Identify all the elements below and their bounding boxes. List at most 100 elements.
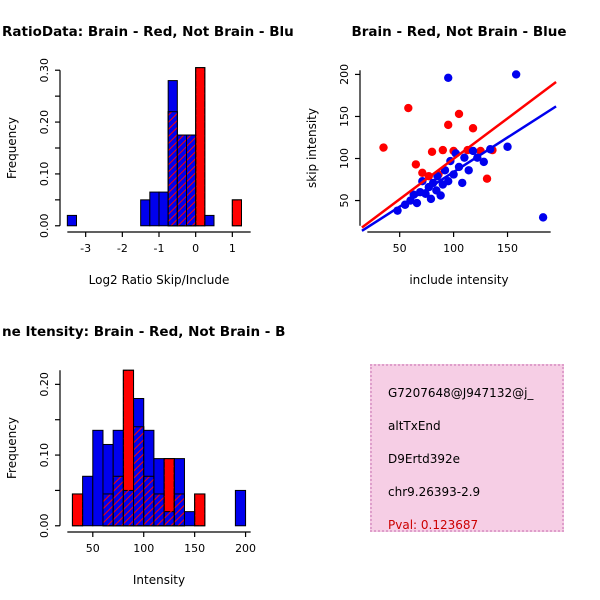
intensity-scatter-title: Brain - Red, Not Brain - Blue [351, 24, 566, 40]
data-point [454, 109, 464, 119]
y-tick-label: 200 [338, 64, 351, 85]
gene-name-text: D9Ertd392e [388, 452, 460, 466]
intensity-scatter-ylabel: skip intensity [305, 108, 319, 188]
gene-intensity-histogram-xlabel: Intensity [133, 573, 185, 587]
hist-bar [71, 493, 84, 527]
data-point [444, 177, 453, 186]
data-point [538, 213, 548, 222]
intensity-scatter-x-axis [367, 231, 551, 237]
hist-bar [133, 426, 145, 527]
x-tick-label: -1 [154, 242, 165, 255]
x-tick-label: -2 [117, 242, 128, 255]
data-point [479, 157, 489, 167]
regression-line [361, 80, 557, 229]
hist-bar [204, 214, 215, 227]
hist-bar [66, 214, 78, 227]
intensity-scatter-xlabel: include intensity [409, 273, 508, 287]
x-tick-label: 50 [393, 242, 407, 255]
gene-intensity-histogram-y-axis [55, 370, 61, 527]
intensity-scatter: Brain - Red, Not Brain - Blue 50 100 150 50 1… [305, 24, 567, 287]
gene-info-box: G7207648@J947132@j_ altTxEnd D9Ertd392e … [370, 364, 564, 532]
panel-gene-intensity-histogram: ne Itensity: Brain - Red, Not Brain - B 5… [0, 300, 300, 600]
x-tick-label: -3 [80, 242, 91, 255]
hist-bar [102, 493, 114, 527]
x-tick-label: 200 [235, 542, 256, 555]
locus-text: chr9.26393-2.9 [388, 485, 481, 499]
ratio-histogram-red-hatch-bars [167, 67, 242, 227]
x-tick-label: 100 [133, 542, 154, 555]
hist-bar [183, 511, 196, 527]
ratio-histogram-y-axis [55, 69, 61, 227]
data-point [511, 70, 521, 79]
y-tick-label: 0.10 [38, 443, 51, 468]
hist-bar [112, 475, 124, 527]
gene-intensity-histogram-x-axis [67, 531, 251, 537]
event-type-text: altTxEnd [388, 419, 441, 433]
data-point [411, 160, 421, 169]
hist-bar [194, 493, 206, 527]
y-tick-label: 150 [338, 106, 351, 127]
data-point [426, 194, 436, 204]
hist-bar [167, 111, 178, 227]
hist-bar [176, 134, 187, 227]
y-tick-label: 0.20 [38, 110, 51, 134]
panel-ratio-histogram: RatioData: Brain - Red, Not Brain - Blu -… [0, 0, 300, 300]
pval-text: Pval: 0.123687 [388, 518, 479, 532]
data-point [468, 124, 478, 133]
hist-bar [149, 191, 160, 227]
gene-id-text: G7207648@J947132@j_ [388, 386, 534, 400]
gene-intensity-histogram-red-hatch-bars [71, 369, 206, 527]
y-tick-label: 0.00 [38, 214, 51, 239]
gene-intensity-histogram: ne Itensity: Brain - Red, Not Brain - B 5… [2, 324, 285, 587]
x-tick-label: 100 [443, 242, 464, 255]
gene-intensity-histogram-ylabel: Frequency [5, 417, 19, 479]
data-point [444, 73, 453, 82]
gene-intensity-histogram-title: ne Itensity: Brain - Red, Not Brain - B [2, 324, 285, 340]
hist-bar [82, 475, 94, 527]
ratio-histogram-title: RatioData: Brain - Red, Not Brain - Blu [2, 24, 294, 40]
data-point [379, 143, 388, 152]
data-point [427, 147, 437, 156]
ratio-histogram-xlabel: Log2 Ratio Skip/Include [89, 273, 230, 287]
y-tick-label: 0.10 [38, 162, 51, 187]
x-tick-label: 0 [192, 242, 199, 255]
data-point [433, 171, 442, 181]
hist-bar [92, 429, 104, 527]
intensity-scatter-y-axis [355, 70, 361, 226]
data-point [418, 168, 427, 178]
data-point [438, 145, 448, 155]
panel-info: G7207648@J947132@j_ altTxEnd D9Ertd392e … [300, 300, 600, 600]
panel-intensity-scatter: Brain - Red, Not Brain - Blue 50 100 150 50 1… [300, 0, 600, 300]
x-tick-label: 1 [229, 242, 236, 255]
ratio-histogram-x-axis [67, 231, 251, 237]
y-tick-label: 100 [338, 148, 351, 169]
ratio-histogram: RatioData: Brain - Red, Not Brain - Blu -… [2, 24, 294, 287]
data-point [464, 166, 473, 175]
hist-bar [163, 458, 175, 527]
hist-bar [173, 493, 185, 527]
hist-bar [186, 134, 197, 227]
y-tick-label: 0.30 [38, 58, 51, 83]
hist-bar [195, 67, 206, 227]
data-point [460, 153, 469, 162]
hist-bar [234, 489, 247, 527]
x-tick-label: 150 [184, 542, 205, 555]
y-tick-label: 0.00 [38, 514, 51, 539]
y-tick-label: 0.20 [38, 372, 51, 397]
data-point [503, 142, 512, 151]
data-point [468, 146, 478, 156]
hist-bar [153, 493, 165, 527]
x-tick-label: 50 [86, 542, 100, 555]
x-tick-label: 150 [497, 242, 518, 255]
data-point [436, 191, 445, 200]
data-point [404, 103, 413, 113]
hist-bar [122, 369, 135, 527]
data-point [482, 174, 492, 183]
y-tick-label: 50 [338, 194, 351, 208]
ratio-histogram-ylabel: Frequency [5, 117, 19, 179]
hist-bar [143, 475, 155, 527]
hist-bar [231, 199, 242, 227]
data-point [412, 198, 422, 208]
hist-bar [158, 191, 169, 227]
